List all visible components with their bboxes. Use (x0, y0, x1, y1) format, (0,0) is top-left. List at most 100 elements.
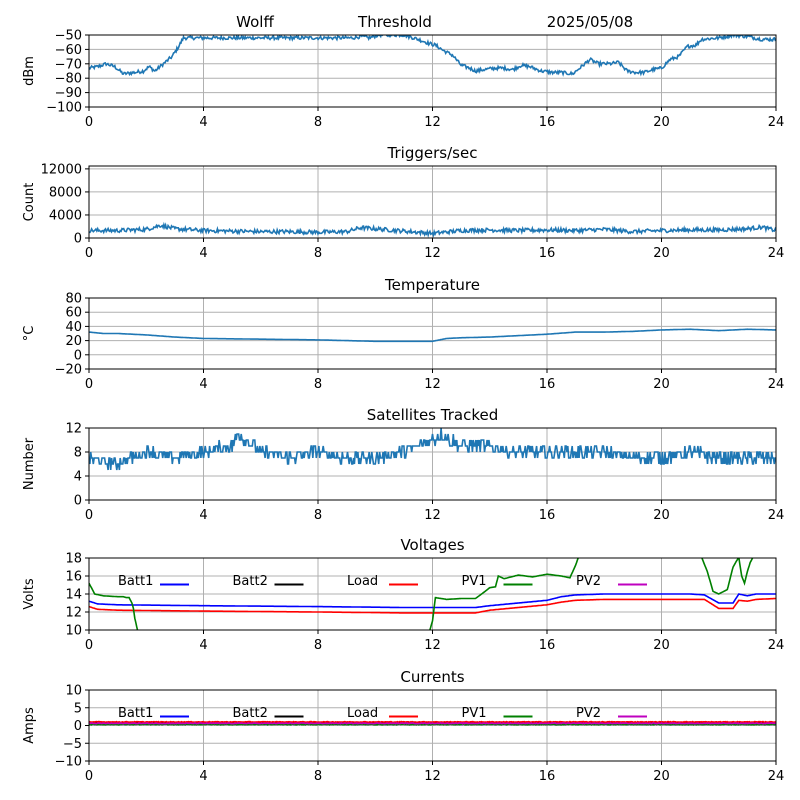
x-tick-label: 24 (768, 377, 785, 392)
chart-panel-3: 0 4 8 12 16 20 24 0 4 8 12 Satellites Tracked Number (22, 406, 784, 523)
x-tick-label: 20 (653, 769, 670, 784)
y-tick-label: 16 (65, 570, 82, 585)
series-line-batt1 (89, 593, 776, 609)
y-tick-label: 0 (74, 348, 82, 363)
y-tick-label: 0 (74, 494, 82, 509)
header-station: Wolff (236, 13, 274, 31)
legend-label-batt2: Batt2 (233, 706, 268, 721)
chart-panel-0: 0 4 8 12 16 20 24 −100−90−80−70−60−50 dBm (22, 29, 784, 131)
series-line-pv1 (89, 723, 776, 726)
chart-title: Currents (400, 668, 464, 686)
series-line-pv2 (89, 721, 776, 725)
y-tick-label: −80 (55, 72, 82, 87)
y-tick-label: 80 (65, 292, 82, 307)
legend-label-load: Load (347, 706, 378, 721)
series-line-0 (89, 35, 776, 77)
x-tick-label: 8 (314, 769, 322, 784)
x-tick-label: 16 (539, 638, 556, 653)
x-tick-label: 16 (539, 508, 556, 523)
x-tick-label: 8 (314, 115, 322, 130)
y-axis-label: dBm (22, 56, 37, 86)
x-tick-label: 20 (653, 246, 670, 261)
y-tick-label: −10 (55, 755, 82, 770)
x-tick-label: 24 (768, 769, 785, 784)
legend-label-load: Load (347, 574, 378, 589)
y-tick-label: 40 (65, 320, 82, 335)
x-tick-label: 0 (85, 246, 93, 261)
y-tick-label: 8000 (49, 185, 82, 200)
chart-title: Temperature (384, 276, 480, 294)
x-tick-label: 20 (653, 638, 670, 653)
y-tick-label: 60 (65, 306, 82, 321)
y-tick-label: 20 (65, 334, 82, 349)
legend-label-pv1: PV1 (462, 574, 487, 589)
legend-label-pv2: PV2 (576, 706, 601, 721)
y-tick-label: 0 (74, 232, 82, 247)
x-tick-label: 20 (653, 377, 670, 392)
series-line-0 (89, 221, 776, 238)
chart-panel-1: 0 4 8 12 16 20 24 0 4000 8000 12000 Triggers/sec Cou… (22, 144, 784, 261)
y-tick-label: −20 (55, 363, 82, 378)
x-tick-label: 20 (653, 508, 670, 523)
x-tick-label: 4 (199, 638, 207, 653)
chart-panel-4: 0 4 8 12 16 20 24 10 12 14 16 18 Voltages Volts Batt1 B… (22, 536, 784, 653)
x-tick-label: 12 (424, 769, 441, 784)
x-tick-label: 8 (314, 246, 322, 261)
x-tick-label: 16 (539, 769, 556, 784)
x-tick-label: 0 (85, 377, 93, 392)
header-mode: Threshold (357, 13, 432, 31)
chart-title: Satellites Tracked (367, 406, 498, 424)
legend-label-batt1: Batt1 (118, 706, 153, 721)
figure-header: Wolff Threshold 2025/05/08 (236, 13, 633, 31)
x-tick-label: 16 (539, 377, 556, 392)
x-tick-label: 24 (768, 115, 785, 130)
x-tick-label: 4 (199, 508, 207, 523)
y-axis-label: Number (22, 437, 37, 490)
chart-title: Voltages (400, 536, 464, 554)
y-tick-label: 4000 (49, 208, 82, 223)
x-tick-label: 8 (314, 638, 322, 653)
x-tick-label: 16 (539, 115, 556, 130)
x-tick-label: 16 (539, 246, 556, 261)
y-tick-label: −100 (46, 101, 82, 116)
y-tick-label: −90 (55, 86, 82, 101)
y-tick-label: −60 (55, 43, 82, 58)
x-tick-label: 12 (424, 246, 441, 261)
x-tick-label: 24 (768, 508, 785, 523)
y-tick-label: 5 (74, 701, 82, 716)
legend-label-batt1: Batt1 (118, 574, 153, 589)
chart-title: Triggers/sec (387, 144, 478, 162)
y-tick-label: 12000 (41, 162, 82, 177)
legend-label-batt2: Batt2 (233, 574, 268, 589)
legend-label-pv1: PV1 (462, 706, 487, 721)
y-tick-label: 14 (65, 588, 82, 603)
series-line-0 (89, 328, 776, 343)
x-tick-label: 20 (653, 115, 670, 130)
y-tick-label: −5 (63, 737, 82, 752)
y-tick-label: 18 (65, 552, 82, 567)
x-tick-label: 12 (424, 508, 441, 523)
x-tick-label: 0 (85, 638, 93, 653)
x-tick-label: 4 (199, 377, 207, 392)
x-tick-label: 8 (314, 508, 322, 523)
y-tick-label: 0 (74, 719, 82, 734)
x-tick-label: 12 (424, 377, 441, 392)
y-tick-label: 10 (65, 684, 82, 699)
y-axis-label: Volts (22, 578, 37, 610)
y-tick-label: 8 (74, 446, 82, 461)
series-line-load (89, 720, 776, 724)
y-tick-label: 10 (65, 624, 82, 639)
y-tick-label: 4 (74, 470, 82, 485)
header-date: 2025/05/08 (547, 13, 633, 31)
y-tick-label: 12 (65, 422, 82, 437)
x-tick-label: 12 (424, 638, 441, 653)
y-tick-label: −50 (55, 29, 82, 44)
x-tick-label: 0 (85, 769, 93, 784)
x-tick-label: 4 (199, 115, 207, 130)
legend-label-pv2: PV2 (576, 574, 601, 589)
x-tick-label: 0 (85, 115, 93, 130)
x-tick-label: 4 (199, 246, 207, 261)
x-tick-label: 24 (768, 638, 785, 653)
x-tick-label: 12 (424, 115, 441, 130)
